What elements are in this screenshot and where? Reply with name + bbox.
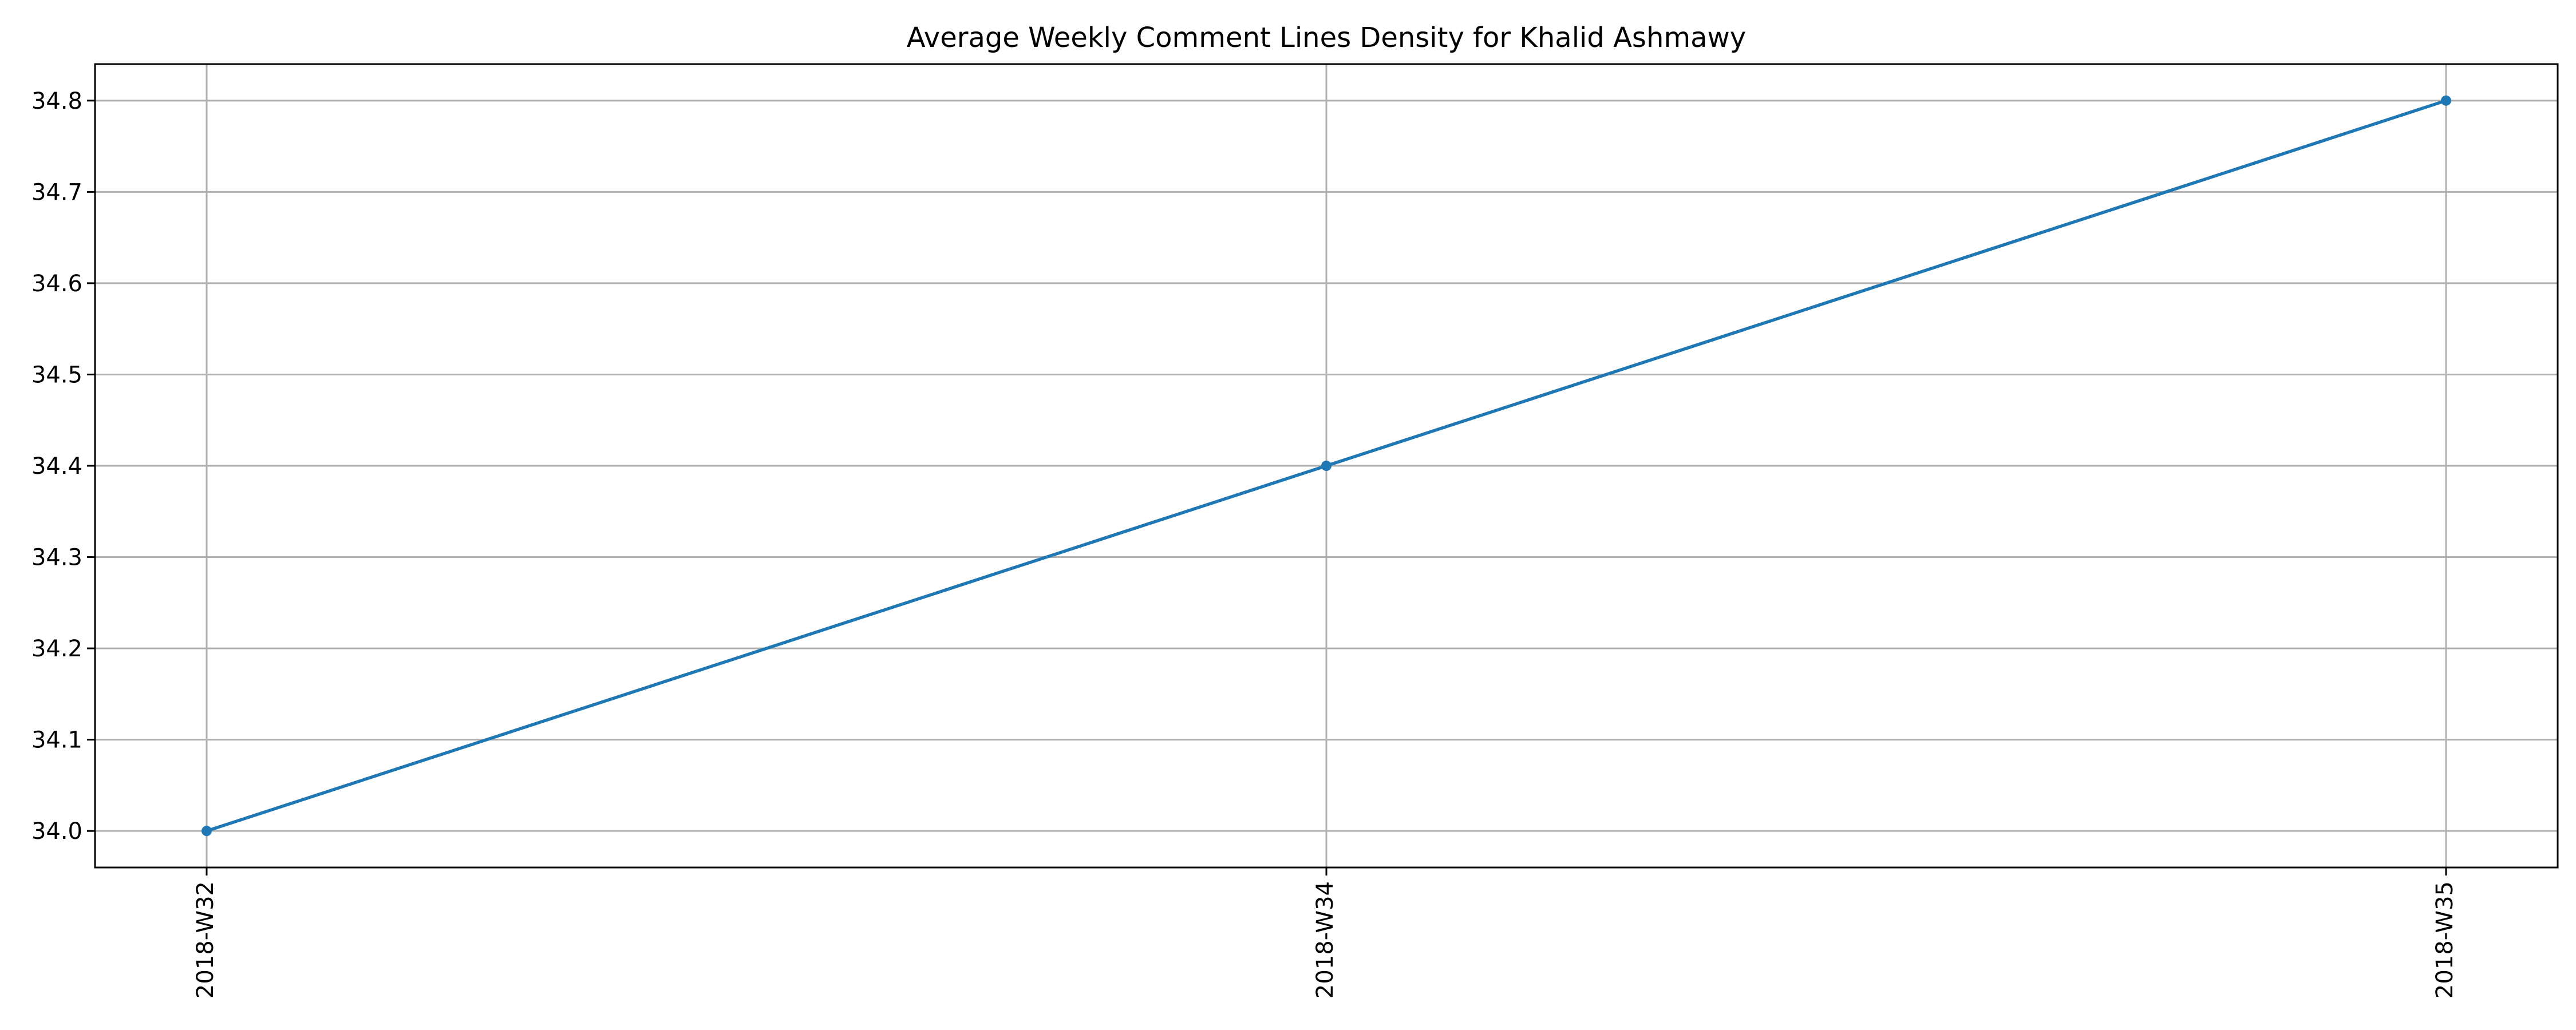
y-tick-label: 34.5 <box>31 362 82 388</box>
data-point <box>202 826 212 837</box>
y-tick-label: 34.4 <box>31 453 82 480</box>
y-tick-label: 34.7 <box>31 179 82 205</box>
data-point <box>1321 461 1332 471</box>
y-tick-label: 34.0 <box>31 818 82 845</box>
data-point <box>2441 95 2451 106</box>
tick-layer: 34.0 34.1 34.2 34.3 34.4 34.5 34.6 34.7 34.8 2018… <box>31 88 2458 999</box>
x-tick-label: 2018-W32 <box>192 881 219 999</box>
chart-title: Average Weekly Comment Lines Density for… <box>907 22 1746 54</box>
y-tick-label: 34.6 <box>31 271 82 297</box>
x-tick-label: 2018-W34 <box>1312 881 1338 999</box>
series-layer <box>202 95 2451 837</box>
y-tick-label: 34.3 <box>31 545 82 571</box>
y-tick-label: 34.8 <box>31 88 82 114</box>
x-tick-label: 2018-W35 <box>2432 881 2458 999</box>
y-tick-label: 34.2 <box>31 636 82 662</box>
y-tick-label: 34.1 <box>31 727 82 754</box>
